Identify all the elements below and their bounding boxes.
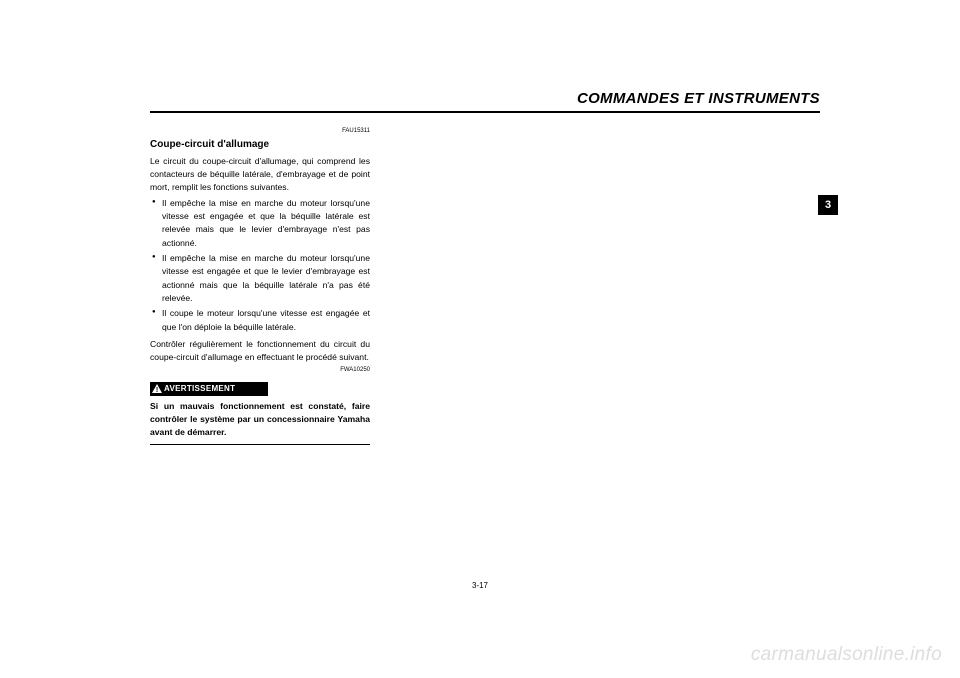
warning-icon: !	[150, 384, 164, 393]
content-area: COMMANDES ET INSTRUMENTS FAU15311 Coupe-…	[150, 90, 820, 445]
chapter-number: 3	[825, 199, 831, 211]
warning-label: AVERTISSEMENT	[164, 383, 235, 395]
header-rule: COMMANDES ET INSTRUMENTS	[150, 90, 820, 113]
body-column: FAU15311 Coupe-circuit d'allumage Le cir…	[150, 127, 370, 445]
bullet-list: Il empêche la mise en marche du moteur l…	[150, 197, 370, 334]
intro-paragraph: Le circuit du coupe-circuit d'allumage, …	[150, 155, 370, 195]
paragraph-2: Contrôler régulièrement le fonctionnemen…	[150, 338, 370, 365]
svg-text:!: !	[156, 387, 158, 393]
watermark: carmanualsonline.info	[751, 644, 942, 666]
warning-badge: ! AVERTISSEMENT	[150, 382, 268, 396]
page-number: 3-17	[472, 581, 488, 590]
doc-code-1: FAU15311	[150, 127, 370, 136]
article-heading: Coupe-circuit d'allumage	[150, 137, 370, 153]
list-item: Il empêche la mise en marche du moteur l…	[150, 197, 370, 250]
warning-text: Si un mauvais fonctionnement est constat…	[150, 400, 370, 445]
list-item: Il coupe le moteur lorsqu'une vitesse es…	[150, 307, 370, 334]
section-title: COMMANDES ET INSTRUMENTS	[577, 90, 820, 107]
list-item: Il empêche la mise en marche du moteur l…	[150, 252, 370, 305]
chapter-tab: 3	[818, 195, 838, 215]
doc-code-2: FWA10250	[150, 366, 370, 375]
page: COMMANDES ET INSTRUMENTS FAU15311 Coupe-…	[0, 0, 960, 678]
